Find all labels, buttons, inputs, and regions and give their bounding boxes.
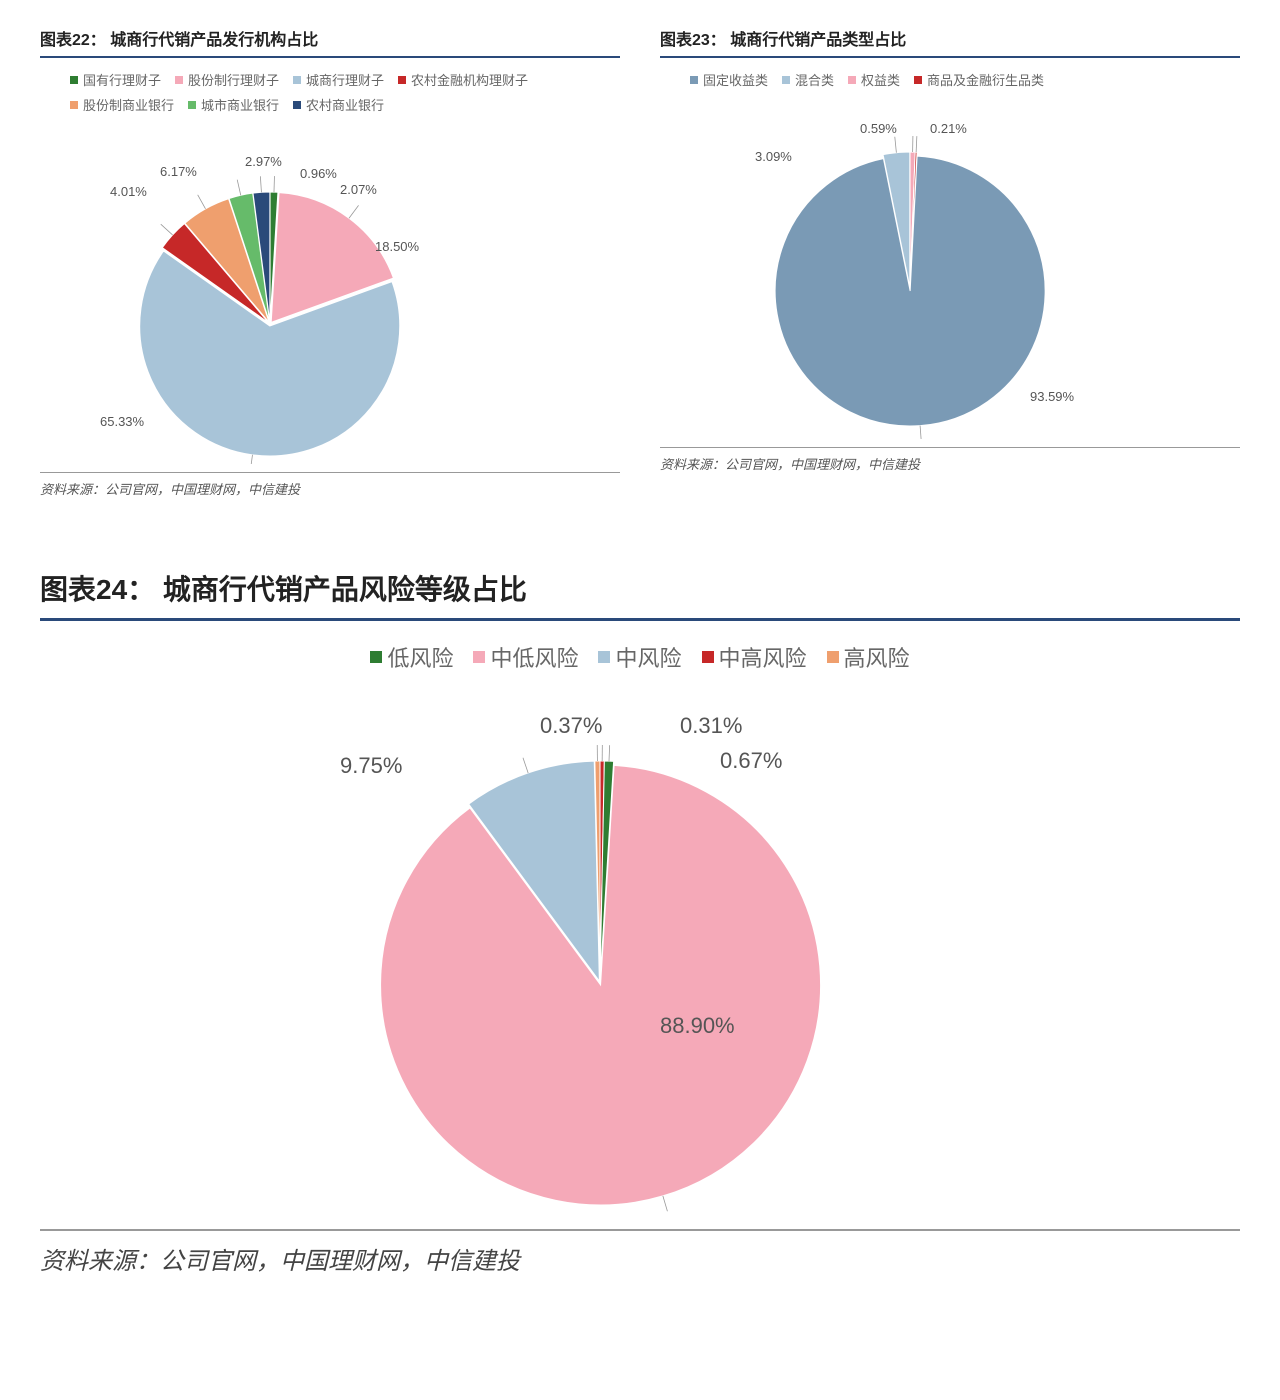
legend-item: 混合类	[782, 70, 834, 89]
legend-label: 混合类	[795, 70, 834, 89]
pie-leader-line	[349, 205, 359, 218]
legend-label: 城市商业银行	[201, 95, 279, 114]
pie-leader-line	[260, 176, 261, 192]
legend-swatch	[914, 76, 922, 84]
legend-swatch	[293, 101, 301, 109]
pie-leader-line	[198, 195, 206, 209]
pie-leader-line	[161, 224, 173, 235]
legend-item: 城商行理财子	[293, 70, 384, 89]
legend-label: 农村金融机构理财子	[411, 70, 528, 89]
chart-22-pie-area: 4.01% 6.17% 2.97% 0.96%2.07% 18.50% 65.33%	[40, 124, 620, 464]
legend-item: 中低风险	[473, 641, 578, 673]
pie-value-label: 0.37%	[540, 713, 602, 739]
pie-value-label: 93.59%	[1030, 389, 1074, 404]
chart-22-source: 资料来源：公司官网，中国理财网，中信建投	[40, 472, 620, 498]
legend-item: 农村商业银行	[293, 95, 384, 114]
chart-22-title: 图表22： 城商行代销产品发行机构占比	[40, 20, 620, 58]
chart-24-legend: 低风险 中低风险 中风险 中高风险 高风险	[40, 641, 1240, 673]
pie-value-label: 3.09%	[755, 149, 792, 164]
pie-value-label: 4.01%	[110, 184, 147, 199]
legend-swatch	[473, 651, 485, 663]
legend-swatch	[293, 76, 301, 84]
pie-value-label: 0.59%	[860, 121, 897, 136]
legend-item: 中风险	[598, 641, 681, 673]
pie-leader-line	[920, 426, 921, 439]
legend-label: 城商行理财子	[306, 70, 384, 89]
pie-leader-line	[523, 758, 528, 773]
legend-swatch	[370, 651, 382, 663]
pie-value-label: 2.07%	[340, 182, 377, 197]
chart-22-legend: 国有行理财子 股份制行理财子 城商行理财子 农村金融机构理财子股份制商业银行 城市商业银…	[40, 70, 620, 114]
legend-item: 高风险	[827, 641, 910, 673]
legend-item: 城市商业银行	[188, 95, 279, 114]
legend-label: 股份制行理财子	[188, 70, 279, 89]
pie-value-label: 18.50%	[375, 239, 419, 254]
legend-swatch	[702, 651, 714, 663]
pie-value-label: 0.31%	[680, 713, 742, 739]
legend-swatch	[598, 651, 610, 663]
pie-chart	[40, 693, 1160, 1213]
pie-leader-line	[250, 455, 252, 464]
legend-swatch	[827, 651, 839, 663]
legend-item: 农村金融机构理财子	[398, 70, 528, 89]
legend-swatch	[782, 76, 790, 84]
pie-value-label: 88.90%	[660, 1013, 735, 1039]
legend-label: 高风险	[844, 641, 910, 673]
legend-item: 股份制行理财子	[175, 70, 279, 89]
pie-leader-line	[609, 745, 610, 761]
chart-23-block: 图表23： 城商行代销产品类型占比 固定收益类 混合类 权益类 商品及金融衍生品类 3…	[660, 20, 1240, 498]
legend-label: 中风险	[615, 641, 681, 673]
legend-item: 低风险	[370, 641, 453, 673]
pie-value-label: 9.75%	[340, 753, 402, 779]
pie-leader-line	[237, 180, 241, 196]
legend-item: 商品及金融衍生品类	[914, 70, 1044, 89]
legend-item: 固定收益类	[690, 70, 768, 89]
legend-label: 低风险	[387, 641, 453, 673]
chart-23-source: 资料来源：公司官网，中国理财网，中信建投	[660, 447, 1240, 473]
legend-item: 国有行理财子	[70, 70, 161, 89]
pie-value-label: 0.21%	[930, 121, 967, 136]
pie-chart	[660, 99, 1220, 439]
chart-24-title: 图表24： 城商行代销产品风险等级占比	[40, 558, 1240, 621]
legend-swatch	[70, 101, 78, 109]
legend-swatch	[188, 101, 196, 109]
legend-label: 中低风险	[490, 641, 578, 673]
legend-item: 股份制商业银行	[70, 95, 174, 114]
pie-leader-line	[916, 136, 917, 152]
pie-leader-line	[895, 137, 897, 153]
pie-value-label: 65.33%	[100, 414, 144, 429]
pie-leader-line	[663, 1196, 668, 1211]
legend-swatch	[690, 76, 698, 84]
legend-label: 农村商业银行	[306, 95, 384, 114]
pie-value-label: 2.97%	[245, 154, 282, 169]
legend-label: 国有行理财子	[83, 70, 161, 89]
legend-swatch	[848, 76, 856, 84]
legend-label: 中高风险	[719, 641, 807, 673]
chart-24-pie-area: 9.75% 0.37% 0.31% 0.67% 88.90%	[40, 693, 1240, 1213]
legend-label: 固定收益类	[703, 70, 768, 89]
top-charts-row: 图表22： 城商行代销产品发行机构占比 国有行理财子股份制行理财子城商行理财子农…	[40, 20, 1240, 498]
legend-label: 权益类	[861, 70, 900, 89]
legend-swatch	[175, 76, 183, 84]
chart-23-pie-area: 3.09% 0.59% 0.21% 93.59%	[660, 99, 1240, 439]
legend-item: 中高风险	[702, 641, 807, 673]
legend-swatch	[70, 76, 78, 84]
legend-label: 商品及金融衍生品类	[927, 70, 1044, 89]
chart-22-block: 图表22： 城商行代销产品发行机构占比 国有行理财子股份制行理财子城商行理财子农…	[40, 20, 620, 498]
chart-23-legend: 固定收益类 混合类 权益类 商品及金融衍生品类	[660, 70, 1240, 89]
legend-item: 权益类	[848, 70, 900, 89]
pie-value-label: 0.67%	[720, 748, 782, 774]
pie-value-label: 0.96%	[300, 166, 337, 181]
chart-24-source: 资料来源：公司官网，中国理财网，中信建投	[40, 1229, 1240, 1276]
chart-23-title: 图表23： 城商行代销产品类型占比	[660, 20, 1240, 58]
legend-label: 股份制商业银行	[83, 95, 174, 114]
pie-value-label: 6.17%	[160, 164, 197, 179]
legend-swatch	[398, 76, 406, 84]
chart-24-block: 图表24： 城商行代销产品风险等级占比 低风险 中低风险 中风险 中高风险 高风险 9.…	[40, 558, 1240, 1276]
